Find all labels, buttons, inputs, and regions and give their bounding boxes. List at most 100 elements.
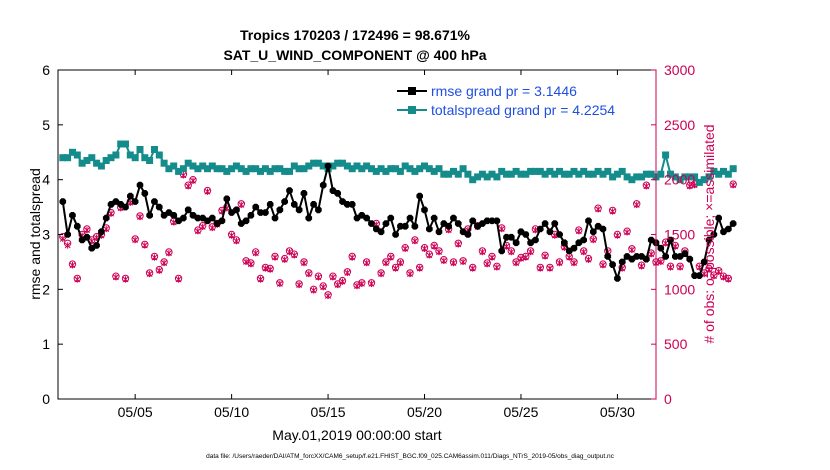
totalspread-marker [213, 165, 221, 173]
y-axis-label-right: # of obs: o=possible; ×=assimilated [701, 124, 717, 343]
rmse-marker [686, 255, 694, 263]
totalspread-marker [78, 159, 86, 167]
obs-assimilated-marker [720, 274, 727, 281]
totalspread-marker [141, 154, 149, 162]
left-tick-label: 2 [42, 281, 50, 297]
rmse-marker [667, 236, 674, 244]
obs-assimilated-marker [69, 262, 76, 269]
totalspread-marker [647, 170, 655, 178]
rmse-marker [705, 236, 713, 244]
totalspread-marker [102, 157, 110, 164]
rmse-marker [464, 231, 472, 238]
obs-assimilated-marker [320, 283, 327, 291]
rmse-marker [430, 214, 438, 222]
rmse-marker [657, 244, 665, 252]
obs-assimilated-marker [165, 249, 172, 257]
obs-assimilated-marker [64, 242, 71, 249]
obs-assimilated-marker [725, 276, 732, 283]
totalspread-marker [710, 167, 718, 175]
obs-assimilated-marker [137, 213, 143, 221]
totalspread-marker [295, 165, 303, 173]
obs-assimilated-marker [677, 264, 684, 271]
obs-assimilated-marker [648, 251, 655, 258]
totalspread-marker [599, 170, 607, 178]
totalspread-marker [512, 167, 520, 175]
totalspread-marker [276, 165, 284, 173]
obs-assimilated-marker [310, 287, 317, 294]
obs-assimilated-marker [209, 224, 216, 232]
totalspread-marker [286, 167, 293, 175]
totalspread-marker [667, 170, 674, 178]
series-layer [59, 140, 737, 300]
totalspread-marker [117, 140, 125, 148]
totalspread-marker [450, 167, 457, 175]
obs-assimilated-marker [489, 254, 495, 261]
rmse-marker [69, 212, 76, 219]
obs-assimilated-marker [599, 262, 606, 269]
rmse-marker [469, 217, 477, 225]
rmse-marker [271, 214, 279, 222]
right-tick-label: 2500 [664, 117, 695, 133]
obs-assimilated-marker [411, 237, 418, 245]
rmse-marker [498, 247, 505, 255]
rmse-marker [426, 225, 433, 233]
rmse-marker [493, 217, 501, 225]
rmse-marker [546, 228, 554, 236]
rmse-marker [406, 214, 414, 222]
totalspread-marker [628, 176, 636, 184]
obs-assimilated-marker [238, 201, 245, 209]
rmse-marker [532, 236, 539, 244]
totalspread-marker [681, 173, 689, 181]
obs-assimilated-marker [455, 241, 462, 248]
totalspread-marker [724, 170, 732, 178]
totalspread-marker [536, 167, 544, 175]
totalspread-marker [208, 162, 216, 170]
totalspread-marker [266, 167, 274, 175]
totalspread-marker [165, 165, 173, 173]
totalspread-marker [618, 167, 626, 175]
totalspread-marker [392, 165, 400, 173]
totalspread-marker [218, 165, 226, 173]
obs-assimilated-marker [257, 276, 264, 283]
totalspread-marker [556, 167, 563, 175]
totalspread-marker [88, 154, 96, 162]
obs-assimilated-marker [686, 183, 693, 190]
rmse-marker [59, 198, 67, 205]
totalspread-marker [459, 165, 467, 173]
obs-assimilated-marker [575, 228, 582, 235]
legend-spread-label: totalspread grand pr = 4.2254 [431, 102, 615, 118]
totalspread-marker [396, 167, 404, 175]
totalspread-marker [541, 170, 549, 178]
totalspread-marker [339, 159, 346, 167]
obs-assimilated-marker [122, 276, 129, 283]
rmse-marker [151, 198, 158, 205]
totalspread-marker [613, 170, 621, 178]
obs-assimilated-marker [513, 259, 520, 267]
obs-assimilated-marker [339, 278, 346, 285]
totalspread-marker [416, 165, 424, 173]
x-tick-label: 05/25 [503, 404, 538, 420]
legend: rmse grand pr = 3.1446 totalspread grand… [392, 80, 654, 122]
rmse-marker [488, 217, 496, 225]
rmse-marker [223, 195, 231, 203]
rmse-marker [454, 220, 462, 227]
totalspread-marker [517, 170, 525, 178]
obs-assimilated-marker [440, 257, 447, 265]
rmse-marker [93, 242, 100, 249]
obs-assimilated-marker [286, 248, 293, 256]
obs-assimilated-marker [431, 243, 438, 250]
totalspread-marker [334, 159, 342, 167]
x-axis-label: May.01,2019 00:00:00 start [272, 427, 442, 443]
totalspread-marker [228, 165, 236, 173]
totalspread-marker [329, 162, 337, 170]
totalspread-marker [237, 165, 245, 173]
obs-assimilated-marker [151, 254, 158, 261]
obs-assimilated-marker [378, 270, 385, 278]
obs-assimilated-marker [272, 254, 278, 261]
totalspread-marker [633, 173, 641, 181]
rmse-marker [286, 187, 293, 194]
totalspread-marker [155, 151, 163, 159]
obs-assimilated-marker [566, 254, 573, 261]
rmse-marker [382, 220, 390, 227]
obs-assimilated-marker [710, 272, 717, 280]
